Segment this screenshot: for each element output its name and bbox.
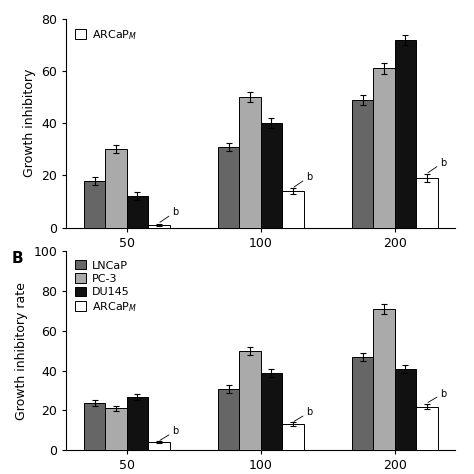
Bar <box>239 97 261 228</box>
Bar <box>148 442 170 450</box>
Bar <box>374 309 395 450</box>
Bar <box>416 407 438 450</box>
Bar <box>218 147 239 228</box>
Bar <box>395 369 416 450</box>
Bar <box>261 123 282 228</box>
Bar <box>282 191 303 228</box>
Text: B: B <box>12 251 24 266</box>
Bar <box>352 100 374 228</box>
Bar <box>127 196 148 228</box>
X-axis label: Silibinin (μmol/L): Silibinin (μmol/L) <box>208 255 313 268</box>
Bar <box>105 409 127 450</box>
Bar <box>374 69 395 228</box>
Y-axis label: Growth inhibitory: Growth inhibitory <box>23 69 36 177</box>
Bar <box>261 373 282 450</box>
Legend: ARCaP$_M$: ARCaP$_M$ <box>72 25 140 45</box>
Bar <box>395 40 416 228</box>
Bar <box>239 351 261 450</box>
Bar <box>416 178 438 228</box>
Legend: LNCaP, PC-3, DU145, ARCaP$_M$: LNCaP, PC-3, DU145, ARCaP$_M$ <box>72 257 140 317</box>
Bar <box>84 181 105 228</box>
Bar <box>127 397 148 450</box>
Y-axis label: Growth inhibitory rate: Growth inhibitory rate <box>15 282 28 419</box>
Text: b: b <box>294 408 312 421</box>
Bar <box>148 225 170 228</box>
Text: b: b <box>160 207 178 222</box>
Bar <box>218 389 239 450</box>
Bar <box>105 149 127 228</box>
Text: b: b <box>160 427 178 440</box>
Bar <box>282 424 303 450</box>
Text: b: b <box>428 389 446 402</box>
Text: b: b <box>294 172 312 187</box>
Bar <box>84 402 105 450</box>
Bar <box>352 357 374 450</box>
Text: b: b <box>428 157 446 173</box>
